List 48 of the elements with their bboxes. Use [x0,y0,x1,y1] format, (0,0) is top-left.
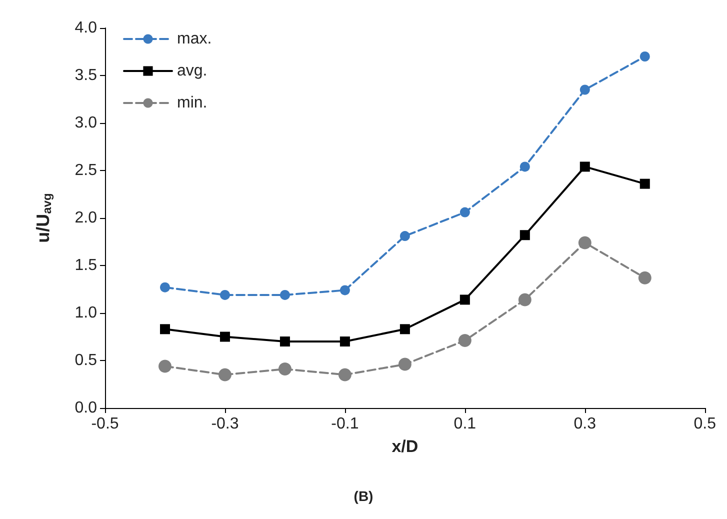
legend-label: max. [177,30,212,48]
point [340,285,350,296]
x-tick-label: 0.3 [574,416,596,432]
point [338,368,352,382]
point [220,332,230,342]
y-tick-label: 1.0 [74,304,98,322]
point [460,294,470,305]
point [220,290,230,300]
point [160,282,170,292]
point [520,230,530,240]
point [458,334,472,348]
point [578,236,592,250]
y-tick-label: 0.0 [74,400,98,416]
point [520,162,530,172]
legend-label: min. [177,94,208,112]
y-tick-label: 0.5 [74,352,98,369]
point [580,162,590,172]
point [160,324,170,334]
point [400,324,410,334]
x-tick-label: -0.3 [211,416,239,432]
x-tick-label: -0.5 [91,416,119,432]
point [278,362,292,376]
point [580,84,590,95]
point [218,368,232,382]
point [398,358,412,371]
point [400,231,410,242]
x-tick-label: -0.1 [331,416,359,432]
point [280,336,290,346]
y-tick-label: 2.5 [74,162,98,179]
y-tick-label: 4.0 [74,20,98,36]
point [340,336,350,346]
x-tick-label: 0.5 [694,416,716,432]
point [518,293,532,306]
point [158,360,172,373]
y-tick-label: 3.5 [74,67,98,84]
point [640,178,650,189]
y-tick-label: 1.5 [74,257,98,274]
point [280,290,290,300]
point [640,52,650,62]
y-tick-label: 2.0 [74,210,98,226]
x-axis-title: x/D [392,437,418,456]
x-tick-label: 0.1 [454,416,476,432]
y-axis-title: u/Uavg [33,193,54,243]
text: (B) [354,488,374,504]
point [638,271,652,284]
legend-label: avg. [177,62,208,80]
point [460,207,470,218]
y-tick-label: 3.0 [74,114,98,132]
